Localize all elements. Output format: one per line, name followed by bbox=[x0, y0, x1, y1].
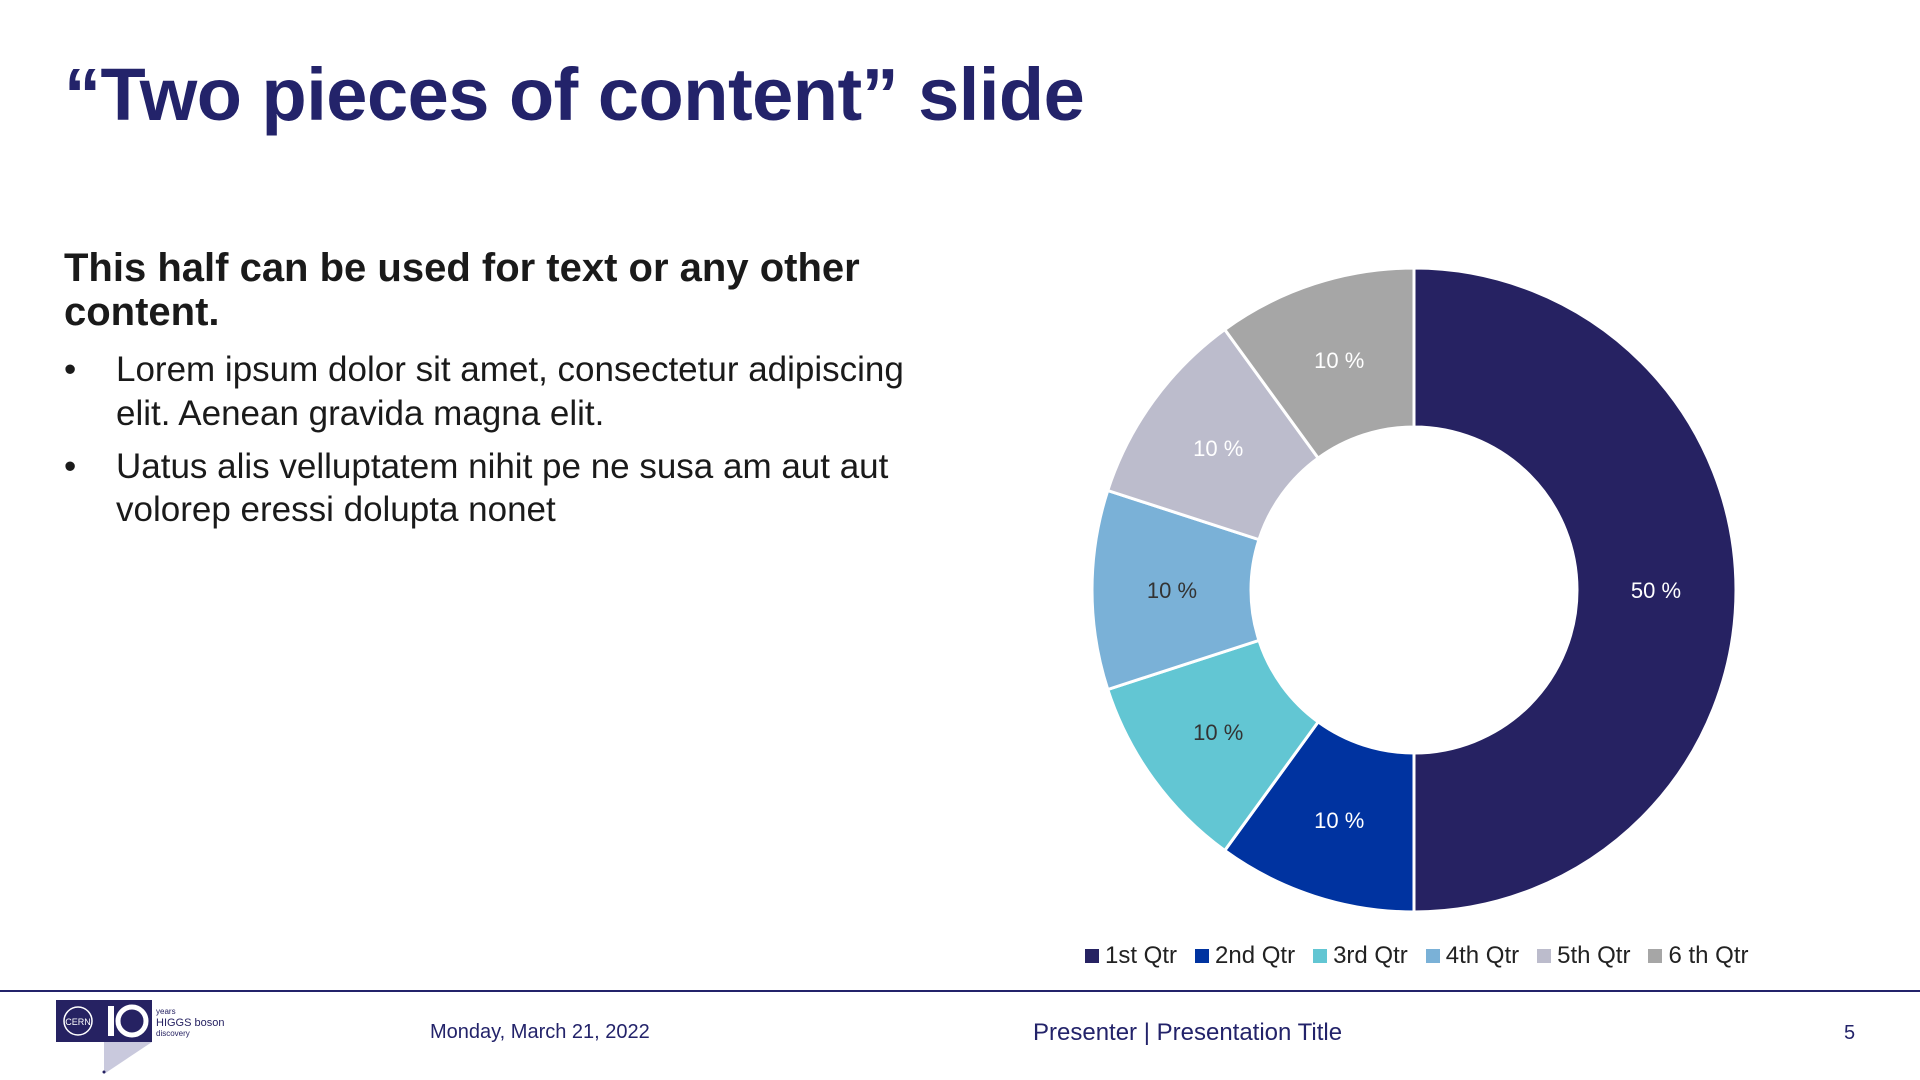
content-heading: This half can be used for text or any ot… bbox=[64, 246, 860, 334]
legend-label: 4th Qtr bbox=[1445, 942, 1520, 969]
data-label-1: 50 % bbox=[1631, 578, 1681, 603]
legend-swatch-icon bbox=[1537, 949, 1552, 963]
legend-label: 2nd Qtr bbox=[1215, 942, 1296, 969]
legend-label: 1st Qtr bbox=[1105, 942, 1178, 969]
legend-item-4: 4th Qtr bbox=[1425, 942, 1520, 970]
bullet-text: Uatus alis velluptatem nihit pe ne susa … bbox=[116, 446, 889, 530]
logo-years-text: years bbox=[156, 1007, 176, 1016]
bullet-item: • Lorem ipsum dolor sit amet, consectetu… bbox=[64, 348, 964, 436]
data-label-6: 10 % bbox=[1314, 348, 1364, 373]
legend-swatch-icon bbox=[1195, 949, 1210, 963]
data-label-4: 10 % bbox=[1147, 578, 1197, 603]
legend-item-1: 1st Qtr bbox=[1085, 942, 1177, 970]
data-label-3: 10 % bbox=[1193, 720, 1243, 745]
data-label-5: 10 % bbox=[1193, 436, 1243, 461]
legend-swatch-icon bbox=[1425, 949, 1440, 963]
footer-divider bbox=[0, 990, 1920, 992]
legend-label: 5th Qtr bbox=[1557, 942, 1631, 969]
legend-swatch-icon bbox=[1085, 949, 1099, 963]
legend-item-3: 3rd Qtr bbox=[1313, 942, 1408, 970]
legend-item-2: 2nd Qtr bbox=[1195, 942, 1295, 970]
donut-slice-1 bbox=[1412, 266, 1738, 914]
cern-higgs-anniversary-logo-icon: CERN years HIGGS boson discovery bbox=[56, 1000, 224, 1074]
legend-swatch-icon bbox=[1648, 949, 1663, 963]
legend-label: 6 th Qtr bbox=[1668, 942, 1749, 969]
donut-slice-6 bbox=[1222, 266, 1416, 461]
logo-discovery-text: discovery bbox=[156, 1029, 190, 1038]
logo-higgs-text: HIGGS boson bbox=[156, 1017, 224, 1029]
footer-presenter: Presenter | Presentation Title bbox=[1033, 1019, 1343, 1046]
bullet-text: Lorem ipsum dolor sit amet, consectetur … bbox=[116, 350, 904, 433]
footer-date: Monday, March 21, 2022 bbox=[430, 1021, 650, 1043]
chart-legend: 1st Qtr 2nd Qtr 3rd Qtr 4th Qtr 5th Qtr 6 th … bbox=[1085, 942, 1749, 970]
bullet-list: • Lorem ipsum dolor sit amet, consectetu… bbox=[64, 348, 964, 532]
data-label-2: 10 % bbox=[1314, 808, 1364, 833]
page-number: 5 bbox=[1844, 1022, 1856, 1044]
donut-chart: 50 % 10 % 10 % 10 % 10 % 10 % bbox=[1090, 266, 1738, 914]
content-left: This half can be used for text or any ot… bbox=[64, 246, 964, 541]
legend-label: 3rd Qtr bbox=[1333, 942, 1408, 969]
slide-title: “Two pieces of content” slide bbox=[64, 53, 1085, 136]
legend-swatch-icon bbox=[1313, 949, 1328, 963]
bullet-icon: • bbox=[64, 446, 77, 486]
bullet-item: • Uatus alis velluptatem nihit pe ne sus… bbox=[64, 445, 964, 533]
logo-cern-text: CERN bbox=[65, 1017, 91, 1027]
legend-item-6: 6 th Qtr bbox=[1648, 942, 1749, 970]
bullet-icon: • bbox=[64, 350, 77, 389]
legend-item-5: 5th Qtr bbox=[1537, 942, 1630, 970]
